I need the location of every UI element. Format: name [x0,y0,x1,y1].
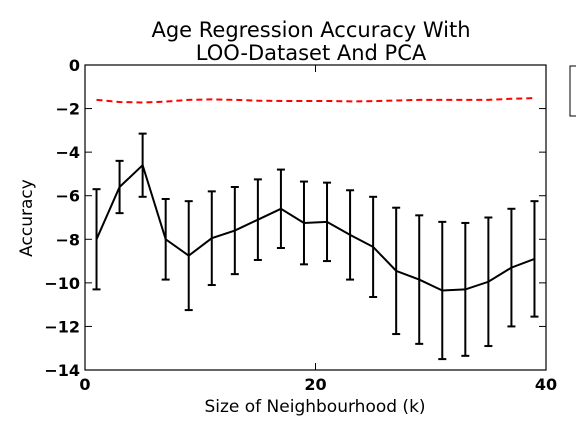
chart-title-line-2: LOO-Dataset And PCA [196,41,427,65]
y-tick-label: −8 [55,230,80,249]
y-tick-label: 0 [69,56,80,75]
solid-series-line [95,163,535,292]
y-axis-label: Accuracy [17,179,37,257]
legend-box [569,65,576,117]
y-tick-label: −6 [55,187,80,206]
y-tick-label: −4 [55,143,80,162]
error-bar [530,200,539,318]
y-tick-label: −12 [44,317,80,336]
x-tick-label: 40 [535,375,557,394]
plot-frame [84,64,547,371]
y-tick-label: −2 [55,100,80,119]
x-axis-label: Size of Neighbourhood (k) [204,397,425,417]
y-tick-label: −14 [44,361,80,380]
dashed-series-line [96,97,535,104]
axis-ticks: 0 20 40 0 −2 −4 −6 −8 −10 −12 −14 [44,56,557,394]
chart-title-line-1: Age Regression Accuracy With [151,18,470,42]
plot-area [92,97,539,361]
x-tick-label: 0 [79,375,90,394]
x-tick-label: 20 [304,375,326,394]
y-tick-label: −10 [44,274,80,293]
